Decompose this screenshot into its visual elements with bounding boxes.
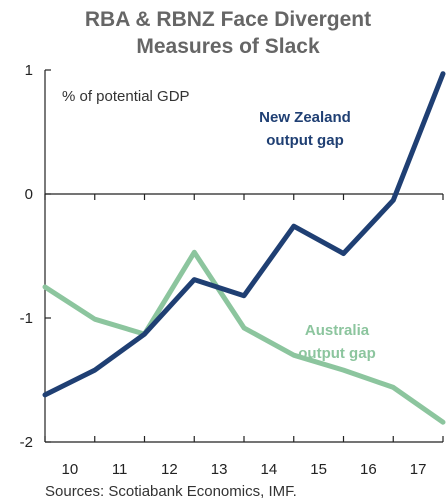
new-zealand-output-gap-line bbox=[42, 71, 446, 398]
unit-note: % of potential GDP bbox=[62, 88, 190, 105]
y-tick-label: -2 bbox=[20, 434, 33, 451]
au-series-label-line-1: Australia bbox=[305, 322, 370, 339]
australia-output-gap-line bbox=[42, 249, 446, 425]
y-tick-label: 1 bbox=[25, 62, 33, 79]
chart-title-line-2: Measures of Slack bbox=[136, 35, 320, 58]
x-tick-label: 16 bbox=[360, 461, 377, 478]
x-tick-label: 15 bbox=[310, 461, 327, 478]
x-tick-label: 11 bbox=[112, 461, 128, 478]
nz-series-label-line-1: New Zealand bbox=[259, 109, 351, 126]
y-tick-label: -1 bbox=[20, 310, 33, 327]
x-tick-label: 17 bbox=[410, 461, 427, 478]
x-tick-label: 12 bbox=[161, 461, 178, 478]
source-note: Sources: Scotiabank Economics, IMF. bbox=[45, 483, 297, 500]
series-lines bbox=[42, 71, 446, 425]
au-series-label-line-2: output gap bbox=[298, 345, 375, 362]
x-tick-label: 10 bbox=[62, 461, 79, 478]
nz-series-label-line-2: output gap bbox=[266, 132, 343, 149]
x-tick-label: 13 bbox=[211, 461, 228, 478]
y-axis: 1 0 -1 -2 bbox=[20, 62, 51, 451]
x-tick-label: 14 bbox=[261, 461, 278, 478]
y-tick-label: 0 bbox=[25, 186, 33, 203]
chart-title-line-1: RBA & RBNZ Face Divergent bbox=[85, 8, 371, 31]
x-axis: 10 11 12 13 14 15 16 17 bbox=[44, 193, 444, 478]
